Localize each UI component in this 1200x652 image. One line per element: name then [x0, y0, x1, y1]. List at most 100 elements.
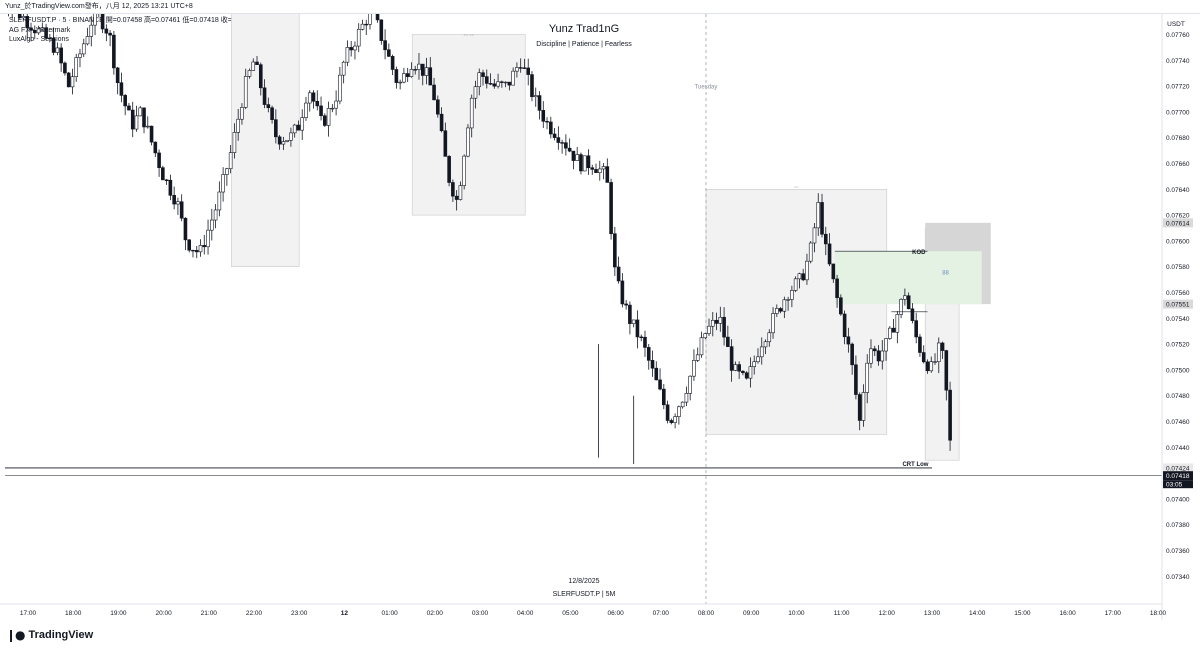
time-tick-label: 10:00 [788, 610, 805, 617]
candle-down [556, 137, 561, 143]
candle-down [454, 195, 459, 200]
candle-down [258, 64, 263, 89]
price-tick-label: 0.07500 [1166, 367, 1190, 374]
candle-down [744, 372, 749, 379]
candle-up [899, 298, 903, 315]
price-tick-label: 0.07380 [1166, 522, 1190, 529]
candle-down [567, 147, 572, 152]
candle-down [914, 320, 918, 338]
candle-up [243, 76, 248, 108]
candle-up [767, 332, 772, 343]
indicator-sessions[interactable]: LuxAlgo - Sessions [9, 36, 69, 43]
candle-up [225, 168, 229, 175]
candle-up [880, 350, 885, 362]
candle-down [187, 239, 192, 251]
candle-down [59, 47, 63, 64]
candle-up [752, 361, 757, 368]
candle-up [134, 115, 139, 130]
candle-up [782, 299, 787, 312]
candle-down [549, 121, 553, 135]
candle-up [198, 245, 203, 253]
candle-up [503, 81, 508, 84]
candle-down [202, 245, 207, 248]
candle-up [307, 92, 312, 104]
price-tick-label: 0.07680 [1166, 135, 1190, 142]
candle-down [32, 30, 37, 34]
candle-down [854, 364, 858, 395]
tradingview-logo-icon: ❙● [6, 628, 26, 642]
candle-down [44, 27, 48, 39]
time-tick-label: 11:00 [834, 610, 850, 617]
price-tick-label: 0.07560 [1166, 290, 1190, 297]
candle-down [123, 95, 127, 107]
kod-label: KOD [912, 250, 926, 256]
candle-up [631, 319, 636, 324]
candle-down [778, 308, 783, 312]
candle-up [247, 70, 252, 77]
time-tick-label: 04:00 [517, 610, 534, 617]
candle-up [285, 140, 289, 142]
candle-down [51, 37, 56, 53]
candle-down [127, 105, 131, 111]
candle-up [251, 61, 256, 71]
candle-up [402, 73, 406, 83]
time-tick-label: 23:00 [291, 610, 308, 617]
session-label: == [794, 184, 799, 189]
time-tick-label: 01:00 [381, 610, 398, 617]
candle-down [940, 342, 945, 351]
candle-up [775, 308, 779, 314]
price-tick-label: 0.07580 [1166, 264, 1190, 271]
candle-down [714, 319, 719, 324]
candle-down [194, 250, 199, 253]
candle-up [213, 209, 218, 221]
brand-name[interactable]: TradingView [28, 629, 94, 641]
candle-up [477, 72, 482, 88]
candle-up [699, 337, 704, 356]
candle-down [149, 125, 154, 143]
price-tick-label: 0.07720 [1166, 84, 1190, 91]
time-tick-label: 02:00 [427, 610, 444, 617]
candle-down [850, 343, 854, 366]
candle-up [232, 132, 237, 153]
candle-down [658, 379, 662, 390]
candle-down [609, 182, 613, 235]
candle-down [857, 394, 862, 421]
candle-down [624, 303, 628, 306]
candle-down [737, 364, 741, 372]
candle-up [936, 342, 941, 362]
candle-up [21, 16, 26, 19]
symbol-ohlc-line[interactable]: SLERFUSDT.P · 5 · BINANCE 開=0.07458 高=0.… [9, 17, 258, 24]
candle-down [484, 76, 489, 84]
candle-up [680, 401, 685, 408]
candle-down [119, 82, 124, 96]
price-tick-label: 0.07740 [1166, 58, 1190, 65]
candle-down [654, 367, 659, 381]
price-chart[interactable]: KOD CRT Low Tuesday == == == 88 Yunz Trad1nG Di… [0, 14, 1200, 620]
time-tick-label: 12 [341, 610, 349, 617]
candle-down [100, 14, 105, 30]
candle-down [390, 56, 395, 70]
candle-up [55, 47, 60, 53]
candle-down [564, 142, 568, 149]
session-box [411, 34, 526, 216]
candle-up [903, 295, 907, 300]
candle-up [89, 24, 94, 37]
candle-down [29, 27, 33, 31]
candle-up [345, 47, 350, 63]
candle-up [469, 97, 474, 129]
candle-down [115, 67, 120, 84]
price-tick-label: 0.07540 [1166, 316, 1190, 323]
candle-down [387, 49, 391, 57]
candle-down [801, 273, 805, 281]
candle-up [206, 229, 210, 248]
candle-down [571, 150, 576, 161]
candle-up [861, 392, 866, 421]
candle-down [590, 167, 595, 170]
candle-up [138, 107, 143, 117]
candle-up [78, 53, 82, 58]
time-tick-label: 16:00 [1059, 610, 1076, 617]
candle-down [650, 360, 655, 369]
candle-up [673, 416, 677, 423]
candle-down [910, 308, 915, 321]
candle-down [168, 179, 173, 196]
